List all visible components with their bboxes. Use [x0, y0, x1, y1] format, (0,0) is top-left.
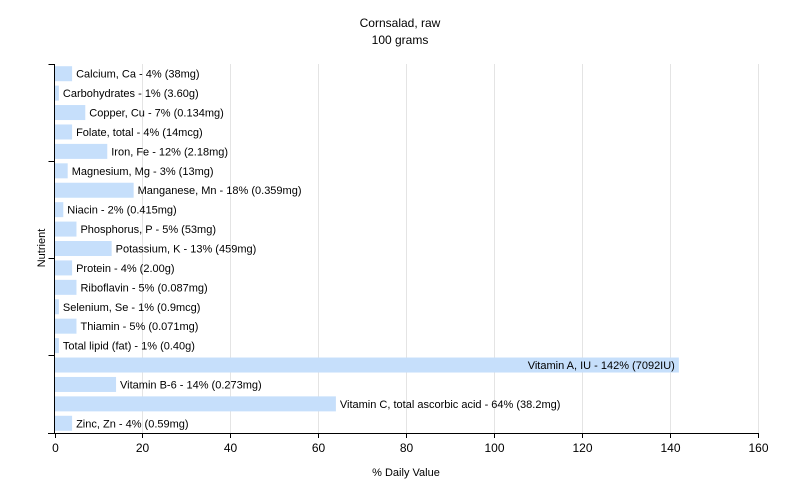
axes: [48, 64, 758, 434]
bar: [55, 376, 117, 392]
x-tick-label: 60: [312, 441, 326, 455]
bar: [55, 415, 73, 431]
bar-label: Carbohydrates - 1% (3.60g): [63, 88, 199, 100]
bar: [55, 318, 77, 334]
x-tick-label: 0: [52, 441, 59, 455]
bar: [55, 357, 679, 373]
x-tick-label: 100: [484, 441, 504, 455]
bar-label: Potassium, K - 13% (459mg): [116, 244, 257, 256]
bar-label: Phosphorus, P - 5% (53mg): [80, 224, 216, 236]
bar-label: Selenium, Se - 1% (0.9mcg): [63, 302, 201, 314]
x-axis-title: % Daily Value: [372, 467, 440, 479]
bar: [55, 182, 134, 198]
y-axis-title: Nutrient: [36, 229, 48, 268]
bar-label: Vitamin C, total ascorbic acid - 64% (38…: [340, 399, 561, 411]
bar: [55, 221, 77, 237]
bar-label: Calcium, Ca - 4% (38mg): [76, 69, 199, 81]
bar-label: Riboflavin - 5% (0.087mg): [80, 282, 207, 294]
chart-title: Cornsalad, raw: [360, 16, 441, 30]
bar-label: Total lipid (fat) - 1% (0.40g): [63, 341, 195, 353]
bar: [55, 396, 336, 412]
bar: [55, 299, 59, 315]
bar-label: Protein - 4% (2.00g): [76, 263, 174, 275]
bar: [55, 66, 73, 82]
bar: [55, 124, 73, 140]
bar-label: Folate, total - 4% (14mcg): [76, 127, 203, 139]
bar-label: Thiamin - 5% (0.071mg): [80, 321, 198, 333]
bar: [55, 241, 112, 256]
x-axis-ticks: 0 20 40 60 80 100 120 140 160: [52, 433, 769, 455]
bar: [55, 279, 77, 295]
bar-label: Niacin - 2% (0.415mg): [67, 205, 176, 217]
bar-label: Vitamin A, IU - 142% (7092IU): [528, 360, 675, 372]
x-tick-label: 120: [572, 441, 592, 455]
bar: [55, 143, 108, 159]
bar: [55, 338, 59, 354]
bars: [55, 66, 679, 431]
bar-label: Magnesium, Mg - 3% (13mg): [72, 166, 214, 178]
bar-label: Iron, Fe - 12% (2.18mg): [111, 146, 228, 158]
bar: [55, 202, 64, 218]
bar-label: Manganese, Mn - 18% (0.359mg): [138, 185, 302, 197]
bar-label: Zinc, Zn - 4% (0.59mg): [76, 418, 188, 430]
chart-subtitle: 100 grams: [372, 33, 429, 47]
bar-labels: Calcium, Ca - 4% (38mg) Carbohydrates - 1…: [63, 69, 675, 431]
x-tick-label: 140: [660, 441, 680, 455]
bar: [55, 163, 68, 179]
x-tick-label: 160: [748, 441, 768, 455]
x-tick-label: 80: [400, 441, 414, 455]
bar: [55, 260, 73, 276]
bar-label: Copper, Cu - 7% (0.134mg): [89, 108, 224, 120]
x-tick-label: 40: [224, 441, 238, 455]
bar: [55, 105, 86, 121]
bar: [55, 85, 59, 101]
bar-label: Vitamin B-6 - 14% (0.273mg): [120, 379, 262, 391]
grid-lines: [142, 64, 759, 433]
x-tick-label: 20: [136, 441, 150, 455]
